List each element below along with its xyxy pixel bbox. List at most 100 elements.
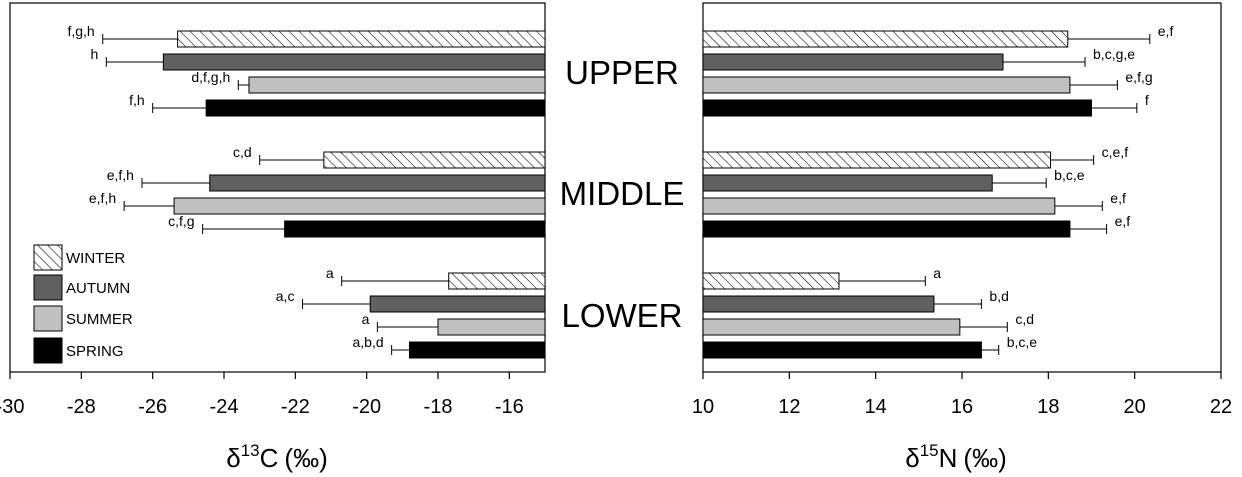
legend-label-summer: SUMMER [66, 311, 133, 328]
carbon-letters-winter-lower: a [326, 265, 334, 281]
carbon-letters-autumn-middle: e,f,h [107, 167, 134, 183]
carbon-letters-summer-middle: e,f,h [89, 190, 116, 206]
carbon-error-bar-autumn-upper [105, 57, 164, 67]
legend-label-autumn: AUTUMN [66, 280, 130, 297]
legend-swatch-summer [33, 305, 63, 332]
carbon-error-bar-summer-lower [376, 322, 438, 332]
carbon-bar-spring-upper [205, 99, 546, 117]
nitrogen-error-bar-winter-upper [1067, 34, 1151, 44]
carbon-bar-winter-middle [323, 151, 546, 169]
legend-swatch-winter [33, 244, 63, 271]
carbon-letters-winter-middle: c,d [233, 144, 252, 160]
carbon-tick-label: -20 [352, 396, 381, 418]
nitrogen-letters-winter-lower: a [933, 265, 941, 281]
nitrogen-bar-spring-upper [702, 99, 1092, 117]
nitrogen-isotope-panel: e,f c,e,f a b,c,g,e b,c,e b,d e,f,g e,f c,d f e,f b… [692, 2, 1232, 473]
carbon-letters-spring-upper: f,h [129, 92, 145, 108]
nitrogen-xlabel-symbol: δ [905, 443, 919, 473]
nitrogen-error-bar-autumn-upper [1003, 57, 1086, 67]
legend-swatch-spring [33, 337, 63, 364]
carbon-bars: f,g,h c,d a h e,f,h a,c d,f,g,h e,f,h a f,h c,f,g a… [67, 23, 546, 359]
carbon-letters-spring-middle: c,f,g [168, 213, 194, 229]
carbon-tick-label: -28 [67, 396, 96, 418]
nitrogen-error-bar-winter-lower [838, 276, 926, 286]
legend-item-summer: SUMMER [33, 305, 133, 332]
nitrogen-bar-spring-middle [702, 220, 1071, 238]
nitrogen-bar-autumn-middle [702, 174, 993, 192]
nitrogen-bar-winter-upper [702, 30, 1069, 48]
nitrogen-bar-autumn-upper [702, 53, 1004, 71]
nitrogen-error-bar-summer-lower [959, 322, 1008, 332]
nitrogen-tick-label: 22 [1210, 396, 1232, 418]
nitrogen-error-bar-spring-middle [1069, 224, 1108, 234]
carbon-xlabel-unit: (‰) [284, 443, 327, 473]
nitrogen-xlabel-sup: 15 [920, 441, 939, 460]
carbon-bar-winter-upper [177, 30, 546, 48]
nitrogen-xlabel-unit: (‰) [963, 443, 1006, 473]
nitrogen-letters-summer-middle: e,f [1110, 190, 1126, 206]
carbon-xlabel-element: C [260, 443, 279, 473]
nitrogen-xlabel-element: N [939, 443, 958, 473]
carbon-tick-label: -30 [0, 396, 24, 418]
carbon-bar-summer-upper [248, 76, 546, 94]
nitrogen-letters-summer-lower: c,d [1015, 311, 1034, 327]
legend-label-spring: SPRING [66, 343, 124, 360]
nitrogen-letters-spring-upper: f [1145, 92, 1149, 108]
carbon-tick-label: -18 [424, 396, 453, 418]
nitrogen-letters-winter-middle: c,e,f [1102, 144, 1129, 160]
nitrogen-error-bar-winter-middle [1050, 155, 1095, 165]
carbon-error-bar-autumn-lower [301, 299, 371, 309]
nitrogen-tick-label: 20 [1124, 396, 1146, 418]
carbon-error-bar-winter-middle [259, 155, 324, 165]
nitrogen-letters-winter-upper: e,f [1158, 23, 1174, 39]
carbon-bar-autumn-middle [209, 174, 546, 192]
legend-item-spring: SPRING [33, 337, 124, 364]
nitrogen-x-axis-title: δ15N (‰) [905, 441, 1007, 473]
legend-swatch-autumn [33, 274, 63, 301]
carbon-error-bar-summer-upper [237, 80, 249, 90]
carbon-tick-label: -24 [210, 396, 239, 418]
nitrogen-error-bar-spring-lower [981, 345, 1000, 355]
carbon-error-bar-spring-middle [202, 224, 285, 234]
nitrogen-error-bar-summer-middle [1054, 201, 1103, 211]
nitrogen-bar-summer-upper [702, 76, 1071, 94]
zone-label-lower: LOWER [561, 297, 682, 334]
nitrogen-bar-summer-lower [702, 318, 961, 336]
nitrogen-bar-winter-middle [702, 151, 1051, 169]
nitrogen-error-bar-spring-upper [1091, 103, 1138, 113]
carbon-error-bar-winter-lower [341, 276, 449, 286]
legend-item-winter: WINTER [33, 244, 125, 271]
zone-label-middle: MIDDLE [560, 175, 685, 212]
carbon-letters-summer-upper: d,f,g,h [191, 69, 230, 85]
nitrogen-error-bar-autumn-lower [933, 299, 982, 309]
carbon-bar-autumn-lower [369, 295, 546, 313]
nitrogen-letters-spring-middle: e,f [1115, 213, 1131, 229]
nitrogen-letters-spring-lower: b,c,e [1007, 334, 1038, 350]
carbon-bar-autumn-upper [162, 53, 546, 71]
nitrogen-letters-autumn-middle: b,c,e [1054, 167, 1085, 183]
nitrogen-tick-label: 14 [865, 396, 887, 418]
nitrogen-tick-label: 10 [692, 396, 714, 418]
carbon-error-bar-autumn-middle [141, 178, 210, 188]
carbon-letters-autumn-lower: a,c [276, 288, 295, 304]
carbon-xlabel-symbol: δ [226, 443, 240, 473]
nitrogen-letters-autumn-lower: b,d [989, 288, 1008, 304]
carbon-letters-summer-lower: a [362, 311, 370, 327]
nitrogen-bar-winter-lower [702, 272, 840, 290]
nitrogen-tick-label: 16 [951, 396, 973, 418]
carbon-x-axis-title: δ13C (‰) [226, 441, 328, 473]
carbon-x-ticks: -30 -28 -26 -24 -22 -20 -18 -16 [0, 372, 524, 418]
carbon-letters-winter-upper: f,g,h [67, 23, 94, 39]
carbon-error-bar-summer-middle [123, 201, 175, 211]
carbon-xlabel-sup: 13 [241, 441, 260, 460]
legend-item-autumn: AUTUMN [33, 274, 130, 301]
carbon-tick-label: -16 [495, 396, 524, 418]
nitrogen-bar-summer-middle [702, 197, 1056, 215]
carbon-bar-summer-lower [437, 318, 546, 336]
carbon-bar-winter-lower [448, 272, 546, 290]
nitrogen-error-bar-autumn-middle [992, 178, 1047, 188]
nitrogen-tick-label: 12 [778, 396, 800, 418]
nitrogen-error-bar-summer-upper [1069, 80, 1118, 90]
nitrogen-tick-label: 18 [1037, 396, 1059, 418]
